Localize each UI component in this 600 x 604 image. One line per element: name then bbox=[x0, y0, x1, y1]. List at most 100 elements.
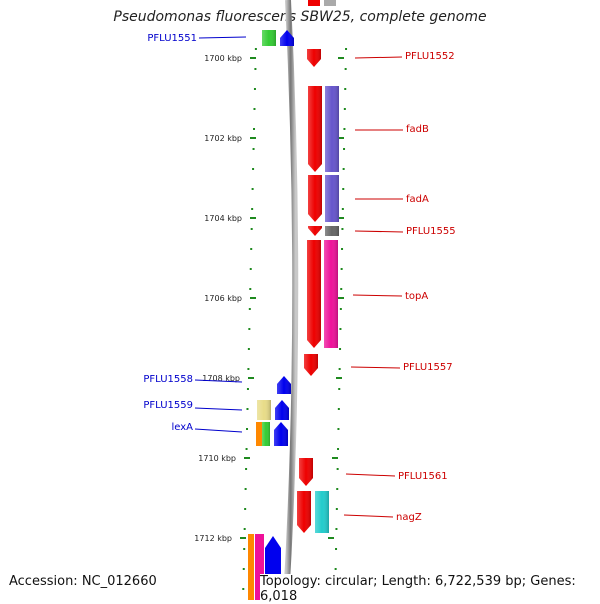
callout-line-right bbox=[345, 473, 396, 477]
tick-dot-right bbox=[337, 408, 340, 410]
gene-label-right: PFLU1552 bbox=[405, 51, 455, 62]
tick-dot-right bbox=[345, 48, 348, 50]
gene-label-right: nagZ bbox=[396, 512, 422, 523]
gene-arrow-shade bbox=[308, 86, 322, 172]
tick-dot-left bbox=[249, 288, 252, 290]
tick-dot-left bbox=[245, 448, 248, 450]
tick-dot-left bbox=[243, 548, 246, 550]
tick-dot-right bbox=[341, 248, 344, 250]
kbp-tick-mark-right bbox=[328, 537, 334, 539]
kbp-tick-mark bbox=[250, 57, 256, 59]
tick-dot-left bbox=[254, 68, 257, 70]
tick-dot-left bbox=[243, 528, 246, 530]
gene-category-bar bbox=[256, 422, 263, 446]
kbp-tick-mark bbox=[250, 217, 256, 219]
tick-dot-right bbox=[339, 328, 342, 330]
tick-dot-right bbox=[339, 348, 342, 350]
callout-line-right bbox=[354, 230, 404, 233]
tick-dot-left bbox=[242, 568, 245, 570]
gene-category-shade bbox=[257, 400, 271, 420]
gene-arrow-shade bbox=[307, 49, 321, 67]
tick-dot-right bbox=[341, 228, 344, 230]
tick-dot-right bbox=[344, 68, 347, 70]
gene-label-right: PFLU1555 bbox=[406, 226, 456, 237]
gene-arrow-shade bbox=[277, 376, 291, 394]
tick-dot-left bbox=[247, 368, 250, 370]
tick-dot-left bbox=[244, 508, 247, 510]
tick-dot-left bbox=[249, 268, 252, 270]
kbp-tick-mark-right bbox=[338, 57, 344, 59]
kbp-tick-mark-right bbox=[332, 457, 338, 459]
tick-dot-left bbox=[250, 248, 253, 250]
callout-line-left bbox=[194, 428, 243, 433]
tick-dot-left bbox=[252, 148, 255, 150]
gene-label-left: PFLU1551 bbox=[147, 33, 197, 44]
tick-dot-right bbox=[334, 568, 337, 570]
tick-dot-left bbox=[252, 168, 255, 170]
tick-dot-right bbox=[336, 468, 339, 470]
gene-label-right: PFLU1561 bbox=[398, 471, 448, 482]
tick-dot-right bbox=[343, 128, 346, 130]
tick-dot-left bbox=[251, 208, 254, 210]
tick-dot-right bbox=[335, 548, 338, 550]
gene-arrow-shade bbox=[308, 175, 322, 222]
tick-dot-right bbox=[338, 368, 341, 370]
tick-dot-left bbox=[245, 468, 248, 470]
kbp-tick-label: 1702 kbp bbox=[204, 134, 242, 143]
tick-dot-right bbox=[342, 188, 345, 190]
tick-dot-right bbox=[343, 148, 346, 150]
gene-label-right: topA bbox=[405, 291, 428, 302]
tick-dot-left bbox=[246, 408, 249, 410]
callout-line-left bbox=[194, 379, 243, 383]
kbp-tick-label: 1700 kbp bbox=[204, 54, 242, 63]
top-partial-features bbox=[308, 0, 336, 6]
tick-dot-left bbox=[246, 388, 249, 390]
map-title: Pseudomonas fluorescens SBW25, complete … bbox=[113, 9, 487, 25]
gene-features bbox=[248, 30, 339, 600]
gene-labels: PFLU1551 PFLU1558 PFLU1559 lexA PFLU1552 fadB… bbox=[143, 33, 455, 523]
tick-dot-left bbox=[244, 488, 247, 490]
gene-category-shade bbox=[262, 422, 270, 446]
gene-label-right: PFLU1557 bbox=[403, 362, 453, 373]
gene-category-shade bbox=[324, 240, 338, 348]
tick-dot-right bbox=[336, 488, 339, 490]
kbp-tick-mark-right bbox=[336, 377, 342, 379]
kbp-tick-mark bbox=[250, 137, 256, 139]
partial-gene-top-2 bbox=[324, 0, 336, 6]
tick-dot-left bbox=[253, 128, 256, 130]
gene-arrow-shade bbox=[308, 226, 322, 236]
tick-dot-right bbox=[342, 168, 345, 170]
tick-dot-right bbox=[335, 528, 338, 530]
gene-arrow-shade bbox=[274, 422, 288, 446]
gene-arrow-shade bbox=[299, 458, 313, 486]
kbp-tick-mark-right bbox=[338, 297, 344, 299]
kbp-tick-label: 1710 kbp bbox=[198, 454, 236, 463]
kbp-tick-mark-right bbox=[338, 137, 344, 139]
accession-text: Accession: NC_012660 bbox=[9, 574, 157, 589]
tick-dot-right bbox=[339, 308, 342, 310]
tick-dot-left bbox=[254, 48, 257, 50]
gene-arrow-shade bbox=[280, 30, 294, 46]
gene-category-bar-bottom bbox=[248, 534, 254, 600]
kbp-tick-mark bbox=[244, 457, 250, 459]
tick-dot-left bbox=[253, 88, 256, 90]
tick-dot-left bbox=[250, 228, 253, 230]
tick-dot-right bbox=[338, 388, 341, 390]
gene-arrow-shade bbox=[307, 240, 321, 348]
tick-dot-right bbox=[344, 88, 347, 90]
callout-line-right bbox=[352, 294, 403, 297]
gene-label-left: PFLU1559 bbox=[143, 400, 193, 411]
gene-category-shade bbox=[325, 175, 339, 222]
tick-dot-left bbox=[242, 588, 245, 590]
tick-dot-right bbox=[343, 108, 346, 110]
tick-dot-right bbox=[340, 288, 343, 290]
kbp-tick-label: 1708 kbp bbox=[202, 374, 240, 383]
gene-arrow-shade bbox=[304, 354, 318, 376]
partial-gene-top bbox=[308, 0, 320, 6]
tick-dot-right bbox=[337, 428, 340, 430]
kbp-tick-mark bbox=[240, 537, 246, 539]
gene-label-right: fadB bbox=[406, 124, 429, 135]
tick-dot-left bbox=[248, 308, 251, 310]
kbp-tick-mark bbox=[250, 297, 256, 299]
gene-label-right: fadA bbox=[406, 194, 429, 205]
